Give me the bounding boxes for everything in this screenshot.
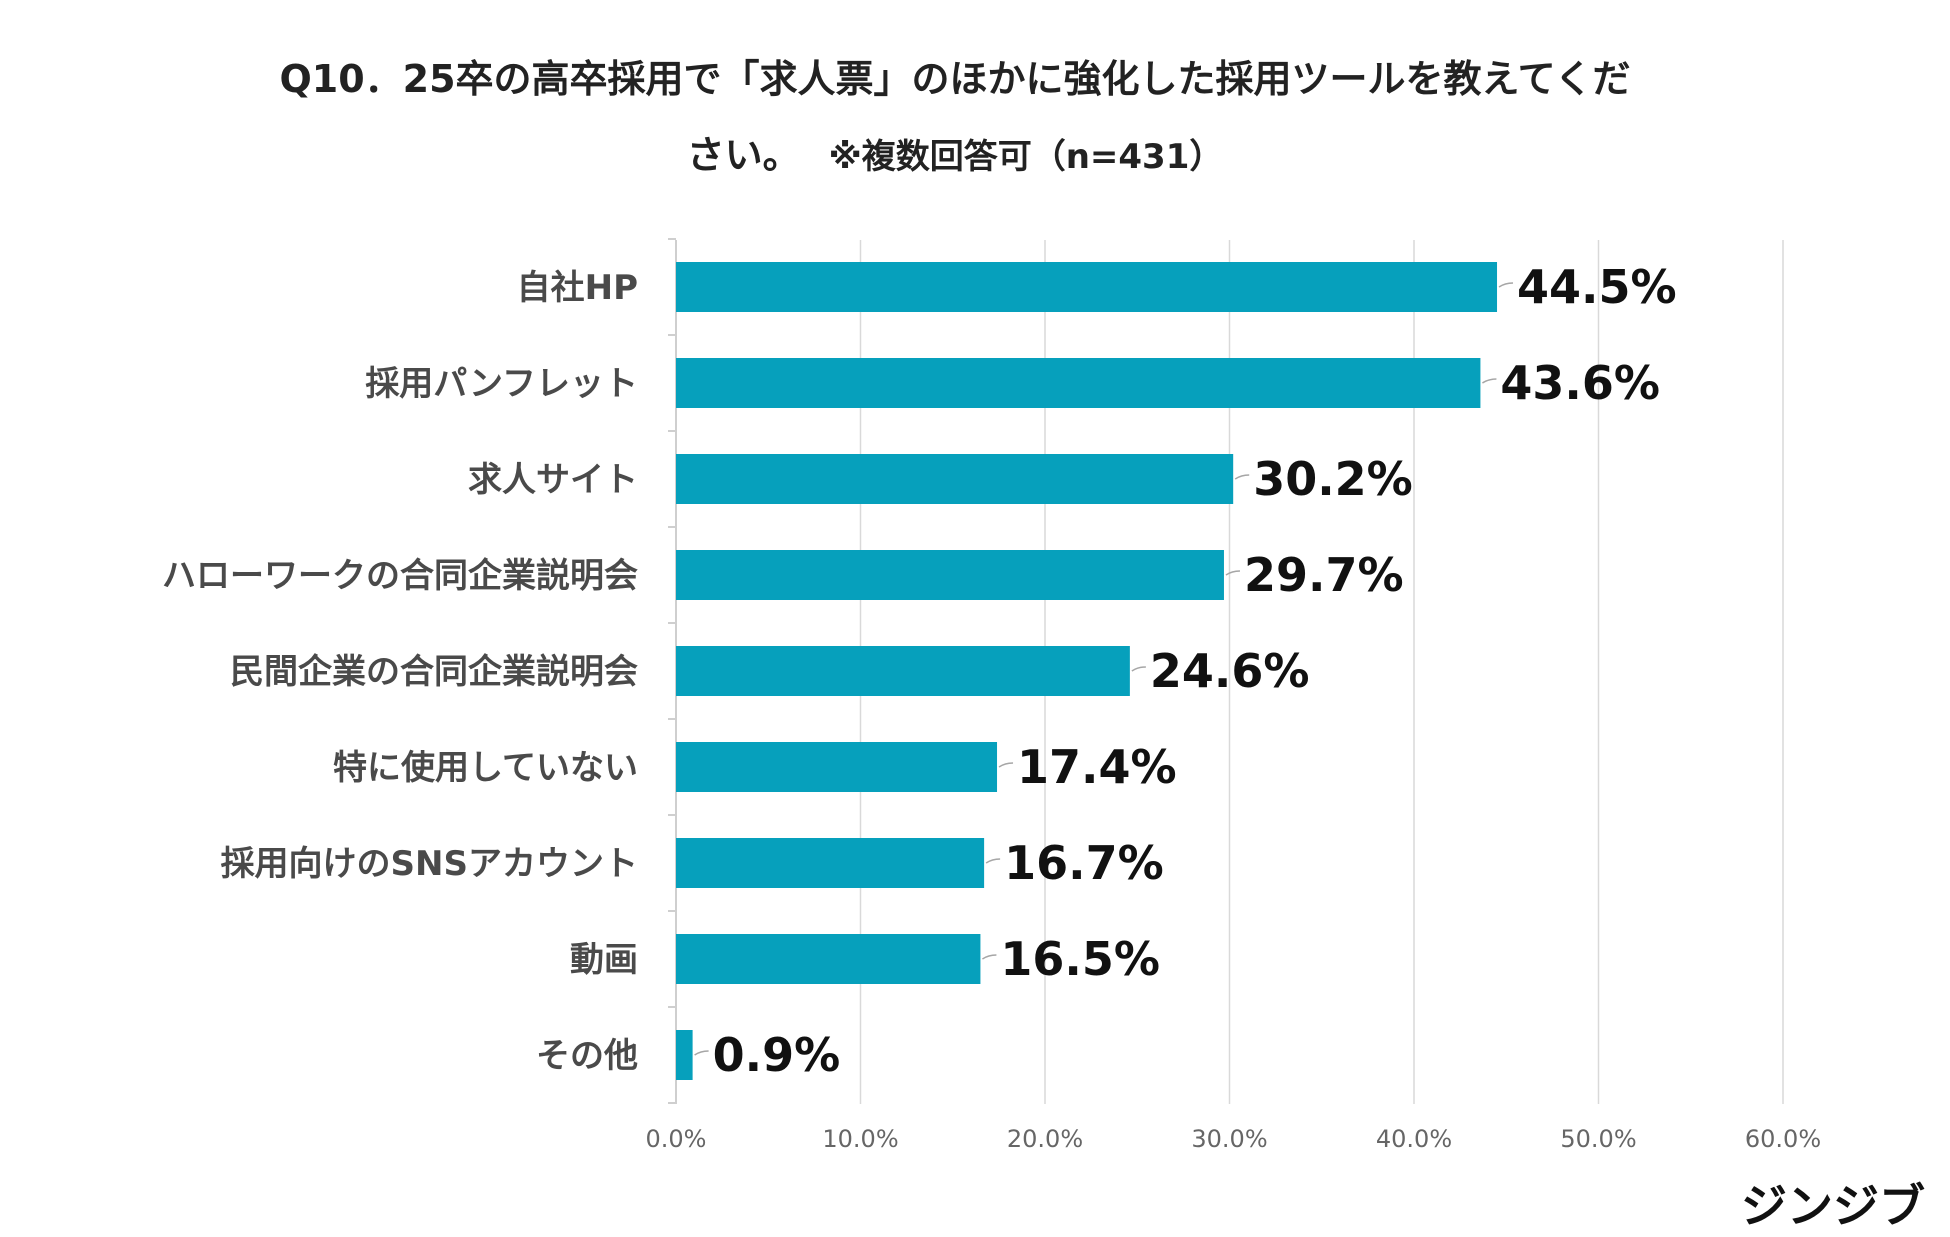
- bar: [676, 550, 1224, 600]
- bar: [676, 646, 1130, 696]
- value-leader-line: [1225, 570, 1240, 576]
- category-label: 動画: [570, 940, 638, 980]
- data-label: 16.7%: [1004, 836, 1164, 890]
- value-leader-line: [982, 954, 997, 960]
- category-labels: 自社HP 採用パンフレット求人サイトハローワークの合同企業説明会民間企業の合同企業…: [162, 268, 638, 1076]
- category-label: 自社HP: [517, 268, 638, 308]
- category-label: 採用向けのSNSアカウント: [221, 844, 638, 884]
- bar: [676, 934, 981, 984]
- data-label: 17.4%: [1017, 740, 1177, 794]
- x-tick-label: 0.0%: [646, 1125, 707, 1153]
- data-label: 30.2%: [1253, 452, 1413, 506]
- data-label: 16.5%: [1000, 932, 1160, 986]
- x-tick-label: 20.0%: [1007, 1125, 1083, 1153]
- data-label: 43.6%: [1500, 356, 1660, 410]
- x-tick-label: 30.0%: [1191, 1125, 1267, 1153]
- bar: [676, 358, 1481, 408]
- chart-title-note: ※複数回答可（n=431）: [829, 137, 1224, 177]
- data-label: 44.5%: [1517, 260, 1677, 314]
- x-tick-label: 60.0%: [1745, 1125, 1821, 1153]
- category-label: 採用パンフレット: [365, 364, 638, 404]
- chart-title-line-2-text: さい。: [687, 133, 801, 177]
- data-label: 0.9%: [713, 1028, 841, 1082]
- category-label: ハローワークの合同企業説明会: [162, 556, 638, 596]
- value-leader-line: [998, 762, 1014, 768]
- chart-title-line-2: さい。 ※複数回答可（n=431）: [687, 133, 1224, 177]
- bar: [676, 454, 1234, 504]
- value-leader-line: [1498, 282, 1514, 288]
- brand-logo: ジンジブ: [1741, 1179, 1925, 1233]
- value-leader-line: [1131, 666, 1146, 672]
- x-axis-tick-labels: 0.0% 10.0% 20.0% 30.0% 40.0% 50.0% 60.0%: [646, 1125, 1822, 1153]
- category-label: 特に使用していない: [333, 748, 638, 788]
- value-leader-line: [985, 858, 1001, 864]
- bar: [676, 742, 998, 792]
- chart-title-line-1: Q10．25卒の高卒採用で「求人票」のほかに強化した採用ツールを教えてくだ: [279, 57, 1630, 101]
- bar: [676, 838, 985, 888]
- data-label: 29.7%: [1244, 548, 1404, 602]
- bars: [676, 262, 1498, 1080]
- value-leader-line: [694, 1050, 709, 1056]
- value-leader-line: [1234, 474, 1250, 480]
- category-label: 民間企業の合同企業説明会: [230, 652, 638, 692]
- bar: [676, 262, 1498, 312]
- category-label: 求人サイト: [468, 460, 638, 500]
- bar: [676, 1030, 693, 1080]
- value-labels: 44.5% 43.6% 30.2% 29.7% 24.6% 17.4% 16.7% 16.5%…: [694, 260, 1677, 1082]
- value-leader-line: [1482, 378, 1497, 384]
- x-tick-label: 50.0%: [1560, 1125, 1636, 1153]
- x-tick-label: 10.0%: [822, 1125, 898, 1153]
- category-label: その他: [536, 1036, 638, 1076]
- x-tick-label: 40.0%: [1376, 1125, 1452, 1153]
- data-label: 24.6%: [1150, 644, 1310, 698]
